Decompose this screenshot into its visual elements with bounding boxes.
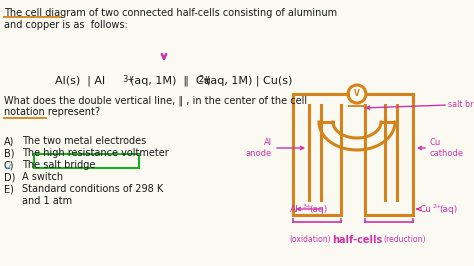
Text: What does the double vertical line, ‖ , in the center of the cell: What does the double vertical line, ‖ , … <box>4 95 307 106</box>
Text: (aq): (aq) <box>309 205 327 214</box>
Text: half-cells: half-cells <box>332 235 382 245</box>
Text: 3+: 3+ <box>303 204 312 209</box>
Text: ✓: ✓ <box>4 162 13 172</box>
Text: The salt bridge: The salt bridge <box>22 160 95 170</box>
Text: Cu: Cu <box>420 205 432 214</box>
Text: D): D) <box>4 172 15 182</box>
Text: (reduction): (reduction) <box>384 235 426 244</box>
Text: 2+: 2+ <box>433 204 442 209</box>
Text: Standard conditions of 298 K: Standard conditions of 298 K <box>22 184 163 194</box>
Text: V: V <box>354 89 360 98</box>
Text: Cu
cathode: Cu cathode <box>430 138 464 158</box>
Text: and copper is as  follows:: and copper is as follows: <box>4 20 128 30</box>
Text: A): A) <box>4 136 14 146</box>
Text: B): B) <box>4 148 15 158</box>
Text: Al
anode: Al anode <box>246 138 272 158</box>
Text: (oxidation): (oxidation) <box>289 235 331 244</box>
Text: Al: Al <box>290 205 299 214</box>
Text: The high resistance voltmeter: The high resistance voltmeter <box>22 148 169 158</box>
Text: (aq): (aq) <box>439 205 457 214</box>
Text: A switch: A switch <box>22 172 63 182</box>
Text: The two metal electrodes: The two metal electrodes <box>22 136 146 146</box>
Text: notation represent?: notation represent? <box>4 107 100 117</box>
Text: Al(s)  | Al: Al(s) | Al <box>55 75 105 85</box>
Text: (aq, 1M)  ‖  Cu: (aq, 1M) ‖ Cu <box>130 75 211 85</box>
Bar <box>34 154 139 168</box>
Text: salt bridge: salt bridge <box>448 100 474 109</box>
Text: 2+: 2+ <box>198 75 210 84</box>
Text: E): E) <box>4 184 14 194</box>
Text: The cell diagram of two connected half-cells consisting of aluminum: The cell diagram of two connected half-c… <box>4 8 337 18</box>
Text: and 1 atm: and 1 atm <box>22 196 72 206</box>
Text: C): C) <box>4 160 15 170</box>
Text: (aq, 1M) | Cu(s): (aq, 1M) | Cu(s) <box>206 75 292 85</box>
Text: 3+: 3+ <box>122 75 134 84</box>
